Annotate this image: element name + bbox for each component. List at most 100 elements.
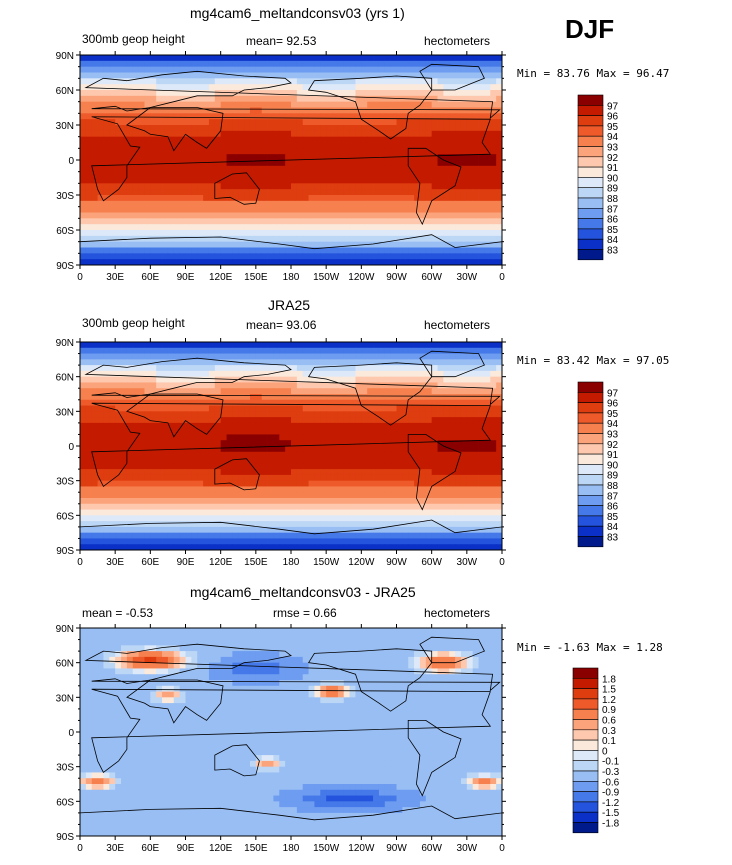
panel-3-colorbar: 1.81.51.20.90.60.30.10-0.1-0.3-0.6-0.9-1…	[572, 667, 620, 834]
colorbar-box	[577, 177, 604, 188]
x-tick-label: 60E	[141, 843, 159, 854]
panel-3-rmse-label: rmse = 0.66	[273, 606, 337, 620]
colorbar-box	[577, 381, 604, 393]
colorbar-box	[577, 249, 604, 261]
colorbar-label: 83	[607, 533, 619, 544]
colorbar-box	[577, 146, 604, 158]
colorbar-box	[577, 125, 604, 137]
panel-2-mean-label: mean= 93.06	[246, 318, 317, 332]
x-tick-label: 120W	[348, 272, 375, 283]
colorbar-box	[577, 187, 604, 199]
x-tick-label: 120E	[209, 272, 233, 283]
colorbar-label: 90	[607, 460, 619, 471]
colorbar-label: 0.9	[602, 705, 616, 716]
x-tick-label: 150W	[313, 843, 340, 854]
colorbar-box	[577, 536, 604, 548]
coastline	[126, 393, 224, 438]
x-tick-label: 60E	[141, 272, 159, 283]
coastline	[84, 357, 501, 406]
colorbar-box	[572, 678, 599, 689]
colorbar-box	[577, 197, 604, 209]
panel-3-mean-label: mean = -0.53	[82, 606, 154, 620]
colorbar-label: 91	[607, 450, 619, 461]
colorbar-box	[577, 422, 604, 434]
panel-1-mean-label: mean= 92.53	[246, 34, 317, 48]
colorbar-box	[577, 525, 604, 537]
colorbar-label: 90	[607, 173, 619, 184]
colorbar-box	[572, 770, 599, 782]
colorbar-label: 95	[607, 409, 619, 420]
y-tick-label: 0	[68, 728, 74, 739]
x-tick-label: 0	[499, 557, 505, 568]
x-tick-label: 30E	[106, 843, 124, 854]
colorbar-label: 92	[607, 440, 619, 451]
panel-1-field	[80, 55, 503, 266]
x-tick-label: 60E	[141, 557, 159, 568]
x-tick-label: 150E	[244, 843, 268, 854]
x-tick-label: 30W	[457, 557, 478, 568]
x-tick-label: 180	[283, 557, 300, 568]
panel-1-units-label: hectometers	[424, 34, 491, 48]
colorbar-label: 91	[607, 163, 619, 174]
y-tick-label: 90N	[56, 338, 74, 349]
colorbar-label: -0.1	[602, 757, 620, 768]
x-tick-label: 150W	[313, 272, 340, 283]
colorbar-label: 96	[607, 399, 619, 410]
colorbar-label: -0.9	[602, 788, 620, 799]
colorbar-label: 85	[607, 512, 619, 523]
coastline	[307, 648, 433, 712]
panel-3-title: mg4cam6_meltandconsv03 - JRA25	[190, 584, 416, 600]
colorbar-label: 86	[607, 502, 619, 513]
colorbar-box	[577, 412, 604, 424]
panel-3-field	[80, 628, 503, 837]
colorbar-label: 93	[607, 143, 619, 154]
colorbar-box	[572, 688, 599, 700]
colorbar-box	[572, 760, 599, 772]
colorbar-label: 85	[607, 225, 619, 236]
x-tick-label: 150E	[244, 557, 268, 568]
colorbar-label: 0.3	[602, 726, 616, 737]
x-tick-label: 60W	[421, 557, 442, 568]
colorbar-box	[577, 135, 604, 147]
x-tick-label: 150W	[313, 557, 340, 568]
x-tick-label: 90E	[177, 557, 195, 568]
colorbar-box	[572, 729, 599, 741]
x-tick-label: 60W	[421, 843, 442, 854]
colorbar-label: 95	[607, 122, 619, 133]
colorbar-box	[572, 698, 599, 710]
colorbar-label: 87	[607, 491, 619, 502]
colorbar-label: 97	[607, 388, 619, 399]
colorbar-box	[577, 505, 604, 517]
coastline	[84, 643, 501, 692]
colorbar-label: 0.1	[602, 736, 616, 747]
colorbar-label: 1.2	[602, 695, 616, 706]
colorbar-box	[577, 166, 604, 178]
coastline	[419, 350, 485, 378]
coastline	[126, 679, 224, 724]
coastline	[214, 458, 260, 491]
colorbar-box	[572, 739, 599, 751]
colorbar-label: 94	[607, 132, 619, 143]
panel-3-units-label: hectometers	[424, 606, 491, 620]
y-tick-label: 90N	[56, 624, 74, 635]
y-tick-label: 90S	[56, 832, 74, 843]
coastline	[407, 434, 462, 511]
colorbar-label: 1.5	[602, 685, 616, 696]
colorbar-box	[577, 115, 604, 127]
x-tick-label: 30W	[457, 272, 478, 283]
x-tick-label: 0	[499, 843, 505, 854]
colorbar-label: -1.5	[602, 808, 620, 819]
colorbar-label: 84	[607, 522, 619, 533]
colorbar-box	[577, 228, 604, 240]
coastline	[91, 688, 492, 774]
colorbar-label: 84	[607, 235, 619, 246]
colorbar-box	[577, 392, 604, 403]
colorbar-box	[577, 474, 604, 486]
colorbar-label: 97	[607, 101, 619, 112]
colorbar-box	[572, 781, 599, 792]
x-tick-label: 180	[283, 272, 300, 283]
colorbar-box	[577, 443, 604, 455]
